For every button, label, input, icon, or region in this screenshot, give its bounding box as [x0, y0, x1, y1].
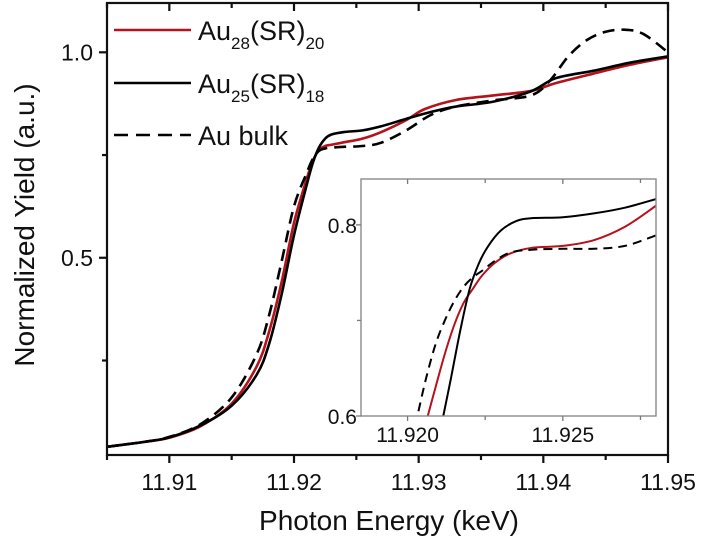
inset-plot-frame [360, 178, 657, 417]
legend-item-au28: Au28(SR)20 [114, 16, 324, 53]
legend: Au28(SR)20 Au25(SR)18 Au bulk [114, 16, 324, 151]
main-series-au25-sr-18 [107, 55, 668, 449]
main-series-au-bulk [107, 28, 668, 449]
main-axis-ticks: 11.91 11.92 11.93 11.94 11.95 0.5 1.0 [61, 3, 696, 495]
inset-background [361, 179, 656, 416]
inset-series-au28-sr-20 [426, 204, 656, 416]
inset-y-tick-label: 0.6 [328, 406, 357, 429]
legend-label-au28: Au28(SR)20 [198, 16, 324, 53]
main-x-tick-label: 11.92 [266, 469, 322, 495]
main-series-group [107, 28, 668, 449]
inset-plot: 11.920 11.925 0.6 0.8 [328, 178, 657, 447]
inset-series-au25-sr-18 [442, 198, 656, 416]
x-axis-title: Photon Energy (keV) [259, 505, 519, 536]
main-plot: 11.91 11.92 11.93 11.94 11.95 0.5 1.0 [61, 1, 696, 495]
inset-series-group [417, 198, 656, 416]
inset-x-tick-label: 11.920 [376, 424, 439, 447]
legend-label-au-bulk: Au bulk [198, 121, 289, 151]
legend-item-au25: Au25(SR)18 [114, 69, 324, 106]
main-plot-frame [105, 1, 670, 457]
inset-axis-ticks: 11.920 11.925 0.6 0.8 [328, 179, 642, 447]
legend-label-au25: Au25(SR)18 [198, 69, 324, 106]
inset-series-au-bulk [417, 234, 656, 412]
inset-y-tick-label: 0.8 [328, 215, 357, 238]
inset-x-tick-label: 11.925 [532, 424, 595, 447]
main-x-tick-label: 11.94 [515, 469, 571, 495]
main-y-tick-label: 0.5 [61, 245, 93, 271]
main-y-tick-label: 1.0 [61, 39, 93, 65]
legend-item-au-bulk: Au bulk [114, 121, 289, 151]
main-x-tick-label: 11.95 [640, 469, 696, 495]
y-axis-title: Normalized Yield (a.u.) [9, 83, 40, 366]
main-x-tick-label: 11.91 [141, 469, 197, 495]
main-x-tick-label: 11.93 [391, 469, 447, 495]
